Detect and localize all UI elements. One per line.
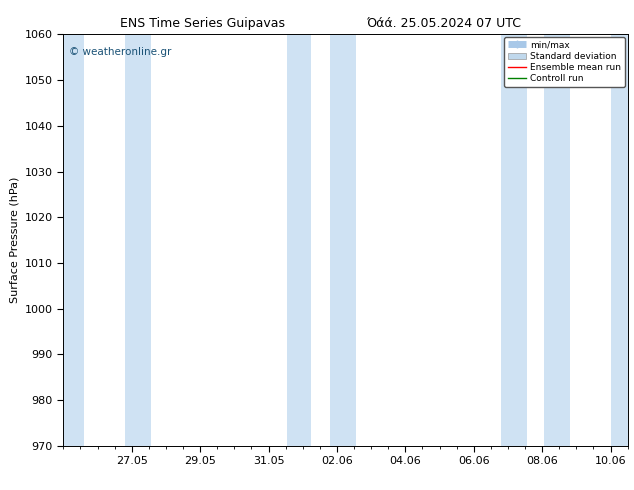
Bar (330, 34, 356, 446)
Bar (611, 34, 628, 446)
Bar (125, 34, 151, 446)
Text: ENS Time Series Guipavas: ENS Time Series Guipavas (120, 17, 285, 30)
Title: ENS Time Series Guipavas    Όάά. 25.05.2024 07 UTC: ENS Time Series Guipavas Όάά. 25.05.2024… (0, 489, 1, 490)
Bar (287, 34, 311, 446)
Y-axis label: Surface Pressure (hPa): Surface Pressure (hPa) (10, 177, 19, 303)
Bar (544, 34, 569, 446)
Text: © weatheronline.gr: © weatheronline.gr (69, 47, 171, 57)
Text: Όάά. 25.05.2024 07 UTC: Όάά. 25.05.2024 07 UTC (366, 17, 521, 30)
Bar (501, 34, 527, 446)
Bar (63, 34, 84, 446)
Legend: min/max, Standard deviation, Ensemble mean run, Controll run: min/max, Standard deviation, Ensemble me… (504, 37, 625, 87)
